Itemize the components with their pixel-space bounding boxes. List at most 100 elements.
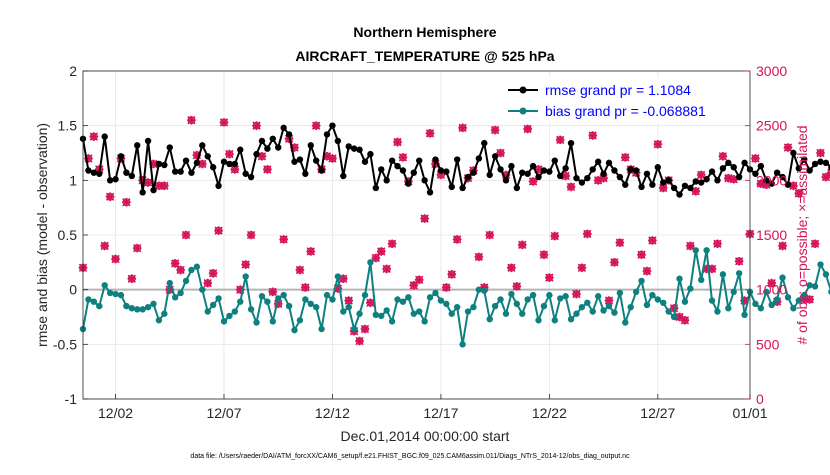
bias-point xyxy=(350,325,358,333)
bias-point xyxy=(302,296,309,303)
rmse-point xyxy=(361,158,369,165)
obs-assimilated-marker xyxy=(409,280,419,290)
obs-assimilated-marker xyxy=(235,285,245,294)
obs-assimilated-marker xyxy=(479,283,489,292)
obs-assimilated-marker xyxy=(273,299,283,309)
rmse-point xyxy=(519,169,526,176)
x-tick-label: 12/27 xyxy=(640,405,675,421)
obs-assimilated-marker xyxy=(382,264,391,274)
obs-assimilated-marker xyxy=(425,129,435,138)
rmse-point xyxy=(242,170,249,177)
rmse-point xyxy=(584,174,591,182)
obs-assimilated-marker xyxy=(127,274,137,284)
bias-point xyxy=(752,300,759,308)
rmse-point xyxy=(345,143,352,150)
legend-rmse-label: rmse grand pr = 1.1084 xyxy=(545,82,691,98)
bias-point xyxy=(600,307,607,314)
rmse-point xyxy=(150,186,157,194)
bias-point xyxy=(144,303,152,311)
rmse-point xyxy=(502,177,510,184)
obs-assimilated-marker xyxy=(306,247,316,256)
obs-assimilated-marker xyxy=(219,118,229,127)
bias-point xyxy=(638,277,645,285)
obs-assimilated-marker xyxy=(311,121,321,130)
obs-assimilated-marker xyxy=(756,179,766,188)
bias-point xyxy=(757,305,765,312)
obs-assimilated-marker xyxy=(89,132,99,141)
obs-assimilated-marker xyxy=(669,303,679,313)
rmse-point xyxy=(182,157,190,164)
x-tick-label: 12/22 xyxy=(532,405,567,421)
rmse-point xyxy=(578,179,586,186)
rmse-point xyxy=(302,170,309,177)
rmse-point xyxy=(649,181,656,188)
rmse-point xyxy=(741,159,748,167)
bias-point xyxy=(676,275,683,282)
obs-assimilated-marker xyxy=(301,283,310,292)
rmse-point xyxy=(356,146,363,153)
bias-point xyxy=(237,298,244,305)
bias-point xyxy=(508,290,515,298)
bias-point xyxy=(329,296,336,303)
rmse-point xyxy=(822,159,830,167)
rmse-point xyxy=(106,177,114,184)
bias-point xyxy=(654,296,662,303)
bias-point xyxy=(215,295,222,302)
obs-assimilated-marker xyxy=(724,173,733,183)
bias-point xyxy=(106,289,114,297)
obs-assimilated-marker xyxy=(577,263,587,273)
rmse-point xyxy=(638,183,645,191)
rmse-point xyxy=(757,162,765,170)
bias-point xyxy=(486,315,493,323)
bias-point xyxy=(513,300,521,308)
bias-point xyxy=(475,286,483,293)
obs-assimilated-marker xyxy=(122,197,131,207)
rmse-point xyxy=(269,135,276,142)
bias-point xyxy=(242,273,249,280)
rmse-point xyxy=(567,139,575,147)
obs-assimilated-marker xyxy=(328,154,337,163)
bias-point xyxy=(193,263,201,270)
rmse-point xyxy=(470,169,477,176)
rmse-point xyxy=(437,167,445,174)
obs-assimilated-marker xyxy=(566,182,576,192)
obs-assimilated-marker xyxy=(143,178,153,187)
bias-point xyxy=(584,299,591,306)
rmse-point xyxy=(166,144,173,151)
obs-assimilated-marker xyxy=(528,177,538,186)
bias-point xyxy=(470,303,477,311)
rmse-point xyxy=(660,179,667,186)
y-tick-label-left: -0.5 xyxy=(53,336,77,352)
rmse-point xyxy=(394,162,401,170)
rmse-point xyxy=(611,167,618,174)
obs-assimilated-marker xyxy=(555,135,565,145)
bias-point xyxy=(681,298,689,305)
bias-point xyxy=(209,301,217,309)
rmse-point xyxy=(253,150,260,158)
bias-point xyxy=(540,302,548,310)
rmse-point xyxy=(90,169,98,176)
y-tick-label-right: 3000 xyxy=(756,63,787,79)
bias-point xyxy=(594,293,602,300)
obs-assimilated-marker xyxy=(767,278,776,288)
bias-point xyxy=(112,290,119,298)
bias-point xyxy=(622,319,629,326)
rmse-point xyxy=(85,167,92,174)
bias-point xyxy=(616,289,624,297)
bias-point xyxy=(372,311,380,319)
obs-assimilated-marker xyxy=(572,289,581,299)
obs-assimilated-marker xyxy=(805,295,814,304)
obs-assimilated-marker xyxy=(534,165,543,174)
rmse-point xyxy=(491,153,499,160)
rmse-point xyxy=(817,158,824,165)
bias-point xyxy=(806,282,813,289)
footnote: data file: /Users/raeder/DAI/ATM_forcXX/… xyxy=(190,453,630,460)
rmse-point xyxy=(258,137,266,145)
obs-assimilated-marker xyxy=(610,258,619,267)
rmse-point xyxy=(557,172,564,180)
obs-assimilated-marker xyxy=(512,282,522,291)
rmse-point xyxy=(96,170,103,177)
bias-point xyxy=(388,318,396,325)
obs-assimilated-marker xyxy=(241,260,250,269)
obs-assimilated-marker xyxy=(545,273,554,282)
